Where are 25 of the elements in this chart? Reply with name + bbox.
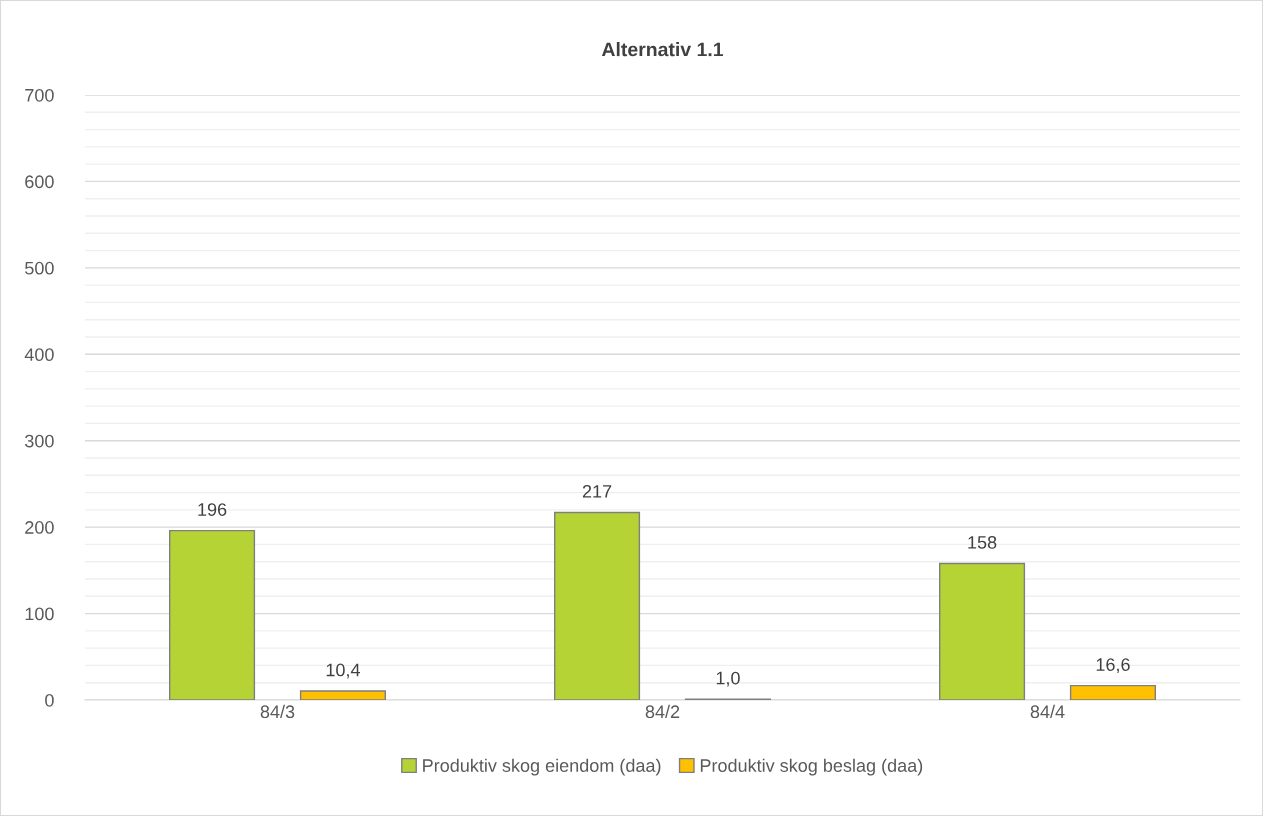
bar bbox=[1069, 684, 1156, 700]
data-label: 196 bbox=[198, 503, 227, 516]
y-tick-label: 200 bbox=[25, 521, 54, 534]
chart-title: Alternativ 1.1 bbox=[601, 42, 724, 57]
y-tick-label: 0 bbox=[45, 693, 54, 707]
x-tick-label: 84/3 bbox=[260, 704, 295, 719]
data-label: 217 bbox=[582, 484, 612, 498]
bar bbox=[299, 690, 386, 700]
data-label: 10,4 bbox=[326, 663, 360, 679]
y-tick-label: 300 bbox=[25, 434, 54, 448]
bar bbox=[939, 562, 1026, 700]
y-tick-label: 700 bbox=[25, 88, 54, 102]
y-tick-label: 400 bbox=[24, 348, 54, 362]
legend-label: Produktiv skog eiendom (daa) bbox=[423, 758, 661, 776]
data-label: 1,0 bbox=[716, 671, 740, 687]
y-tick-label: 100 bbox=[25, 607, 54, 621]
x-tick-label: 84/2 bbox=[645, 704, 680, 719]
data-label: 158 bbox=[968, 535, 997, 549]
x-tick-label: 84/4 bbox=[1030, 704, 1065, 719]
y-tick-label: 500 bbox=[25, 261, 54, 275]
bar bbox=[554, 511, 641, 700]
bar bbox=[169, 529, 256, 700]
y-tick-label: 600 bbox=[25, 175, 54, 189]
data-label: 16,6 bbox=[1096, 658, 1130, 674]
legend-label: Produktiv skog beslag (daa) bbox=[700, 758, 923, 776]
